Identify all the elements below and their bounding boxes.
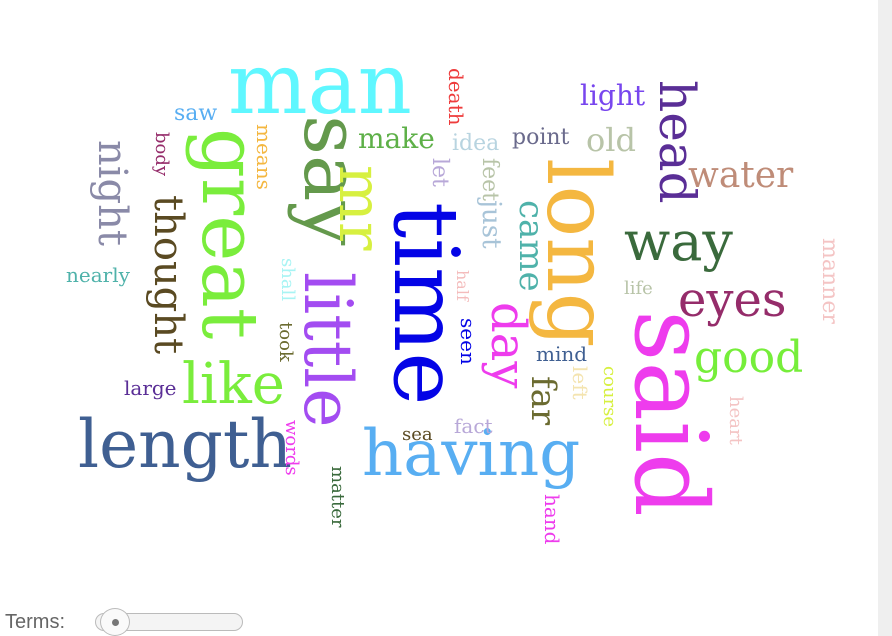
cloud-word-left[interactable]: left — [568, 366, 592, 400]
terms-control: Terms: — [5, 608, 65, 636]
cloud-word-heart[interactable]: heart — [725, 396, 746, 445]
cloud-word-light[interactable]: light — [580, 79, 646, 112]
cloud-word-large[interactable]: large — [124, 376, 177, 400]
cloud-word-having[interactable]: having — [362, 417, 581, 491]
cloud-word-course[interactable]: course — [599, 366, 620, 428]
cloud-word-just[interactable]: just — [476, 200, 506, 249]
word-cloud: man say great time long said little mr like lengt… — [66, 35, 842, 545]
cloud-word-death[interactable]: death — [444, 68, 468, 126]
cloud-word-point[interactable]: point — [512, 125, 570, 150]
terms-slider-handle[interactable] — [100, 608, 130, 636]
cloud-word-saw[interactable]: saw — [174, 101, 218, 126]
cloud-word-feet[interactable]: feet — [477, 158, 502, 202]
cloud-word-make[interactable]: make — [358, 122, 435, 155]
cloud-word-man[interactable]: man — [228, 35, 412, 133]
cloud-word-night[interactable]: night — [89, 140, 135, 246]
cloud-word-sea[interactable]: sea — [402, 424, 433, 445]
cloud-word-mr[interactable]: mr — [325, 165, 395, 251]
cloud-word-like[interactable]: like — [182, 352, 285, 417]
cloud-word-old[interactable]: old — [586, 121, 636, 159]
cloud-word-thought[interactable]: thought — [145, 195, 191, 355]
cloud-word-idea[interactable]: idea — [452, 131, 500, 156]
cloud-word-came[interactable]: came — [511, 200, 551, 292]
cloud-word-eyes[interactable]: eyes — [678, 272, 787, 328]
cloud-word-seen[interactable]: seen — [456, 318, 480, 365]
cloud-word-length[interactable]: length — [78, 406, 292, 483]
cloud-word-nearly[interactable]: nearly — [66, 263, 130, 287]
cloud-word-little[interactable]: little — [289, 272, 366, 428]
cloud-word-body[interactable]: body — [151, 132, 172, 177]
cloud-word-matter[interactable]: matter — [327, 466, 348, 528]
cloud-word-good[interactable]: good — [694, 332, 804, 383]
cloud-word-words[interactable]: words — [281, 420, 302, 476]
terms-slider-track[interactable] — [95, 613, 243, 631]
cloud-word-life[interactable]: life — [624, 278, 653, 299]
terms-label: Terms: — [5, 610, 65, 633]
cloud-word-half[interactable]: half — [453, 270, 472, 301]
cloud-word-let[interactable]: let — [427, 158, 452, 187]
cloud-word-water[interactable]: water — [688, 155, 794, 196]
cloud-word-way[interactable]: way — [624, 210, 733, 273]
cloud-word-shall[interactable]: shall — [277, 258, 298, 302]
cloud-word-manner[interactable]: manner — [817, 238, 842, 324]
cloud-word-fact[interactable]: fact — [454, 414, 493, 438]
cloud-word-far[interactable]: far — [523, 376, 563, 426]
cloud-word-mind[interactable]: mind — [536, 342, 588, 366]
scrollbar-track[interactable] — [878, 0, 892, 636]
cloud-word-means[interactable]: means — [252, 124, 276, 190]
cloud-word-took[interactable]: took — [275, 322, 296, 362]
cloud-word-hand[interactable]: hand — [540, 494, 564, 545]
